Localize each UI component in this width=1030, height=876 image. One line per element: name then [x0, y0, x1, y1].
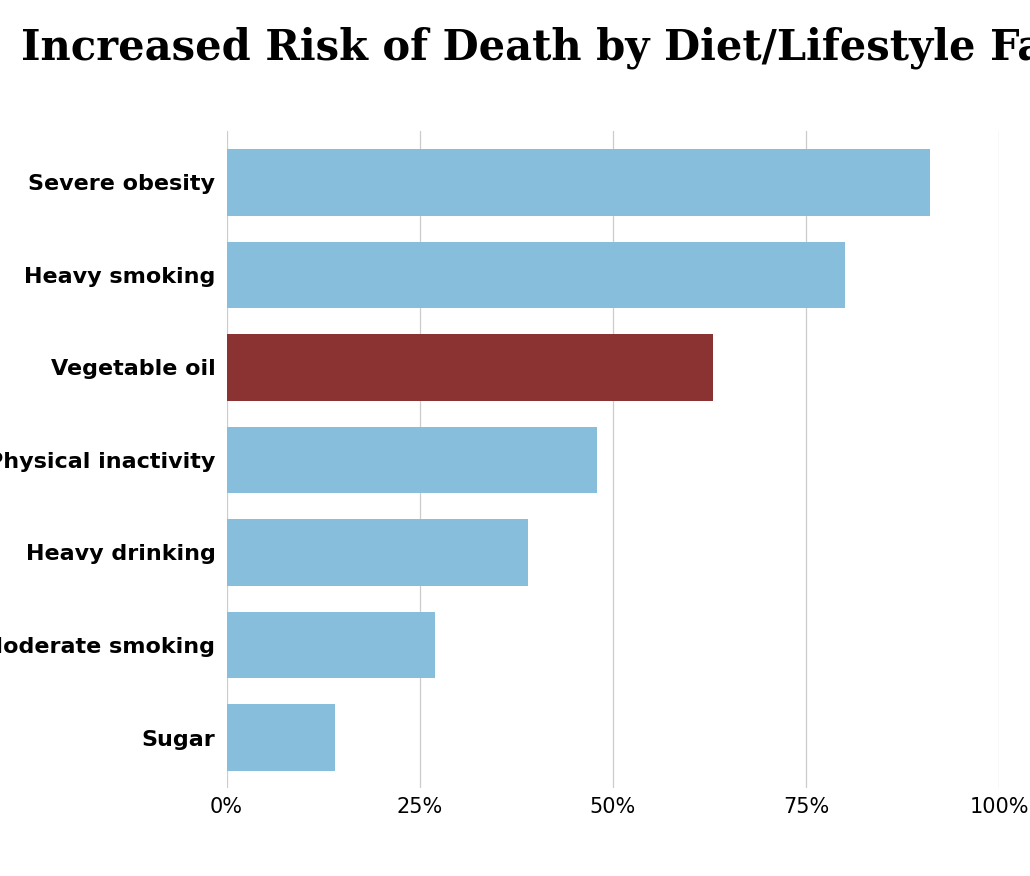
Bar [227, 704, 335, 771]
Bar [227, 427, 597, 493]
Bar [227, 611, 435, 678]
Bar [227, 149, 929, 215]
Bar [227, 519, 527, 586]
Bar [227, 334, 713, 400]
Text: Increased Risk of Death by Diet/Lifestyle Factor: Increased Risk of Death by Diet/Lifestyl… [21, 26, 1030, 69]
Bar [227, 242, 845, 308]
